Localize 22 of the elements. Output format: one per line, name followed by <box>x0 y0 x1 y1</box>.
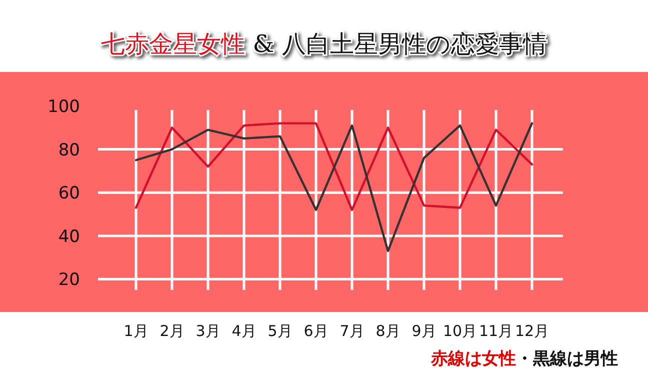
chart-title: 七赤金星女性 & 八白土星男性の恋愛事情 <box>101 30 547 58</box>
x-tick-label: 6月 <box>304 322 328 340</box>
x-tick-label: 1月 <box>124 322 148 340</box>
x-tick-label: 5月 <box>268 322 292 340</box>
x-tick-label: 11月 <box>478 322 514 340</box>
text: 赤線は女性 <box>430 349 516 369</box>
x-tick-label: 12月 <box>514 322 550 340</box>
y-tick-label: 100 <box>48 97 80 117</box>
x-tick-label: 8月 <box>376 322 400 340</box>
x-tick-label: 3月 <box>196 322 220 340</box>
y-tick-label: 80 <box>58 140 80 160</box>
x-tick-label: 2月 <box>160 322 184 340</box>
y-tick-label: 40 <box>58 226 80 247</box>
line-series <box>134 122 534 252</box>
x-tick-label: 10月 <box>442 322 478 340</box>
y-tick-label: 60 <box>58 184 80 204</box>
y-tick-label: 20 <box>58 270 80 290</box>
x-tick-label: 4月 <box>232 322 256 340</box>
line-series <box>134 122 534 212</box>
x-tick-label: 7月 <box>340 322 364 340</box>
x-tick-label: 9月 <box>412 322 436 340</box>
text: ・黒線は男性 <box>516 349 618 369</box>
